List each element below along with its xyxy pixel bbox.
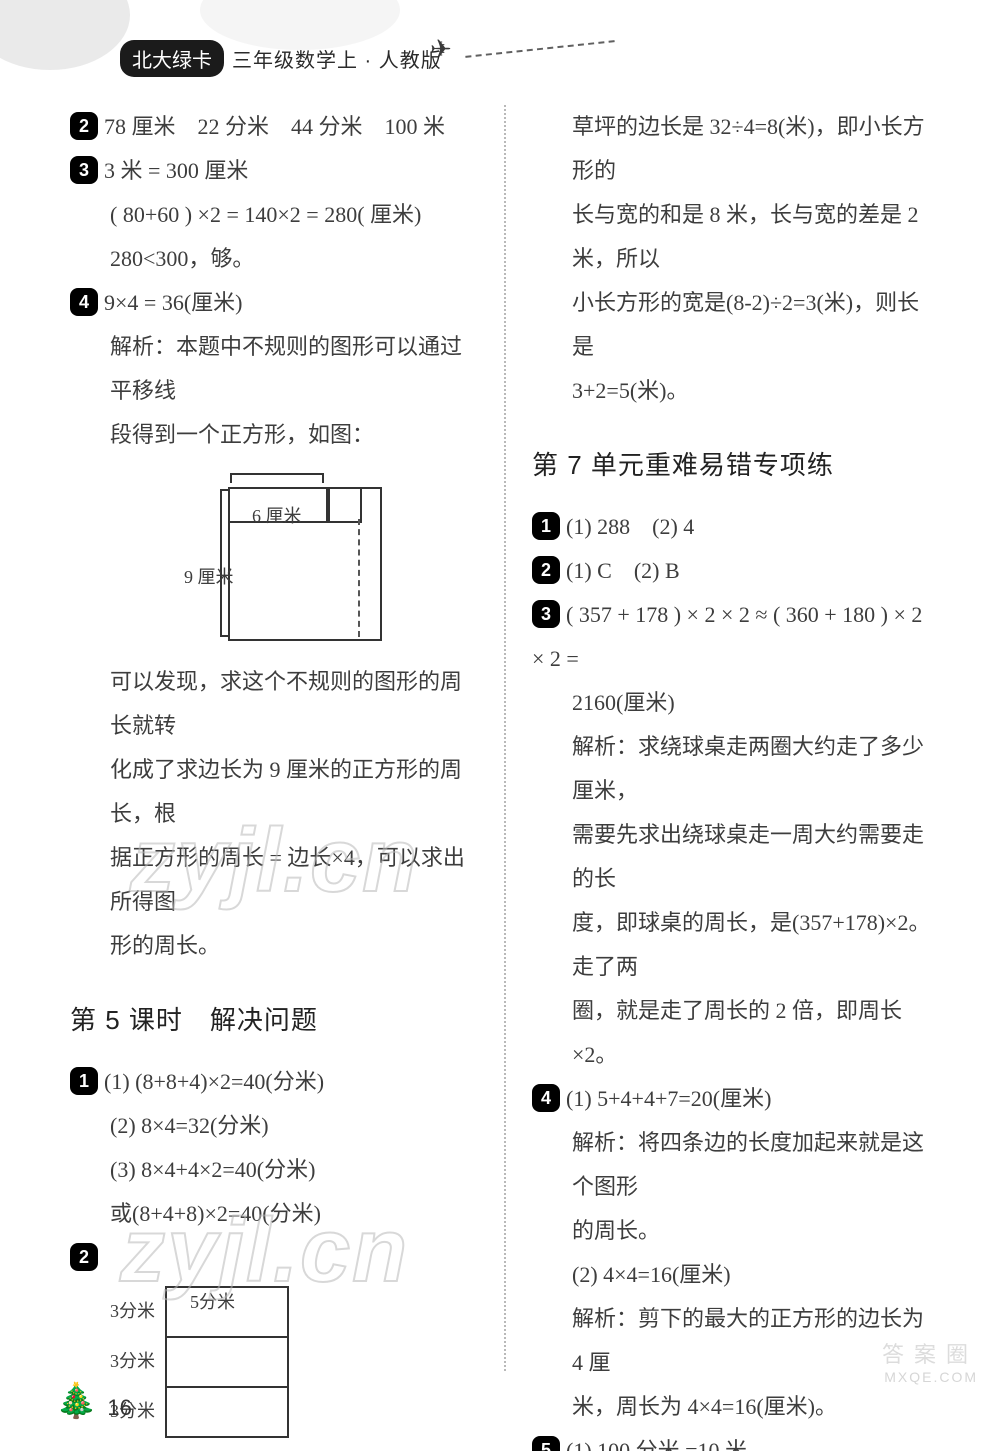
rq4b: 解析：将四条边的长度加起来就是这个图形 (532, 1121, 940, 1209)
rq1: 1 (532, 512, 560, 540)
r1: 草坪的边长是 32÷4=8(米)，即小长方形的 (532, 105, 940, 193)
r4: 3+2=5(米)。 (532, 369, 940, 413)
rq4c: 的周长。 (532, 1209, 940, 1253)
badge-pill: 北大绿卡 (120, 40, 224, 77)
rq3c: 解析：求绕球桌走两圈大约走了多少厘米， (532, 725, 940, 813)
fig1-label-9: 9 厘米 (184, 555, 234, 599)
footer: 🎄 16 (55, 1381, 132, 1421)
qnum-2b: 2 (70, 1243, 98, 1271)
rq4a: (1) 5+4+4+7=20(厘米) (566, 1086, 771, 1111)
fig1-label-6: 6 厘米 (252, 494, 302, 538)
s5-1b: (2) 8×4=32(分米) (70, 1104, 478, 1148)
qnum-4: 4 (70, 288, 98, 316)
column-divider (504, 105, 506, 1371)
badge-subtitle: 三年级数学上 · 人教版 (232, 44, 442, 73)
q4e: 化成了求边长为 9 厘米的正方形的周长，根 (70, 748, 478, 836)
r3: 小长方形的宽是(8-2)÷2=3(米)，则长是 (532, 281, 940, 369)
rq3a: ( 357 + 178 ) × 2 × 2 ≈ ( 360 + 180 ) × … (532, 602, 922, 671)
rq4d: (2) 4×4=16(厘米) (532, 1253, 940, 1297)
rq5: 5 (532, 1436, 560, 1451)
page-number: 16 (107, 1395, 131, 1421)
stack-label-3b: 3分米 (110, 1339, 165, 1383)
s5-1d: 或(8+4+8)×2=40(分米) (70, 1192, 478, 1236)
q2-text: 78 厘米 22 分米 44 分米 100 米 (104, 114, 445, 139)
s5-1c: (3) 8×4+4×2=40(分米) (70, 1148, 478, 1192)
stack-label-3a: 3分米 (110, 1289, 165, 1333)
rq2: 2 (532, 556, 560, 584)
q4g: 形的周长。 (70, 924, 478, 968)
qnum-2: 2 (70, 112, 98, 140)
section-5-title: 第 5 课时 解决问题 (70, 998, 478, 1042)
tree-icon: 🎄 (55, 1381, 97, 1421)
qnum-3: 3 (70, 156, 98, 184)
right-column: 草坪的边长是 32÷4=8(米)，即小长方形的 长与宽的和是 8 米，长与宽的差… (512, 105, 940, 1371)
left-column: 278 厘米 22 分米 44 分米 100 米 33 米 = 300 厘米 (… (70, 105, 498, 1371)
logo-cn: 答案圈 (858, 1337, 978, 1369)
r2: 长与宽的和是 8 米，长与宽的差是 2 米，所以 (532, 193, 940, 281)
rq4f: 米，周长为 4×4=16(厘米)。 (532, 1385, 940, 1429)
rq3f: 圈，就是走了周长的 2 倍，即周长×2。 (532, 989, 940, 1077)
square-figure: 6 厘米 9 厘米 (180, 469, 390, 644)
rq3e: 度，即球桌的周长，是(357+178)×2。走了两 (532, 901, 940, 989)
q4c: 段得到一个正方形，如图： (70, 413, 478, 457)
corner-logo: 答案圈 MXQE.COM (858, 1337, 978, 1381)
logo-url: MXQE.COM (858, 1369, 978, 1385)
q4b: 解析：本题中不规则的图形可以通过平移线 (70, 325, 478, 413)
section-7-title: 第 7 单元重难易错专项练 (532, 443, 940, 487)
rq5a: (1) 100 分米 =10 米 (566, 1438, 747, 1451)
rq3d: 需要先求出绕球桌走一周大约需要走的长 (532, 813, 940, 901)
rq1t: (1) 288 (2) 4 (566, 514, 694, 539)
s5-1a: (1) (8+8+4)×2=40(分米) (104, 1069, 324, 1094)
q4a: 9×4 = 36(厘米) (104, 290, 242, 315)
q3c: 280<300，够。 (70, 237, 478, 281)
qnum-1: 1 (70, 1067, 98, 1095)
q4f: 据正方形的周长 = 边长×4，可以求出所得图 (70, 836, 478, 924)
header-badge: 北大绿卡 三年级数学上 · 人教版 (120, 40, 442, 77)
q3b: ( 80+60 ) ×2 = 140×2 = 280( 厘米) (70, 193, 478, 237)
rq2t: (1) C (2) B (566, 558, 680, 583)
rq4: 4 (532, 1084, 560, 1112)
rq3: 3 (532, 600, 560, 628)
stack-figure: 5分米 3分米 3分米 3分米 (110, 1286, 310, 1436)
rq3b: 2160(厘米) (532, 681, 940, 725)
q4d: 可以发现，求这个不规则的图形的周长就转 (70, 660, 478, 748)
q3a: 3 米 = 300 厘米 (104, 158, 248, 183)
